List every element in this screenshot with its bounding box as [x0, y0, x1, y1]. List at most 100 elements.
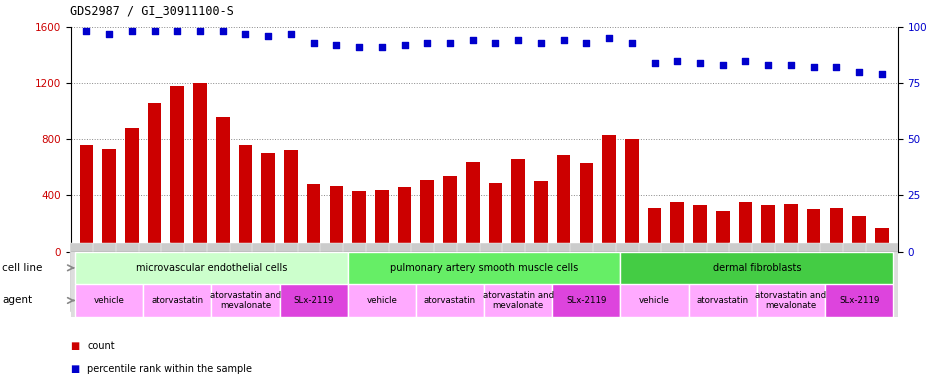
Bar [625, 139, 638, 252]
Bar [420, 180, 434, 252]
Point [443, 40, 458, 46]
Text: vehicle: vehicle [367, 296, 398, 305]
Bar [534, 181, 548, 252]
Point [602, 35, 617, 41]
Point [647, 60, 662, 66]
Text: GSM215338: GSM215338 [809, 254, 818, 300]
Point [420, 40, 435, 46]
Point [306, 40, 321, 46]
Point [374, 44, 389, 50]
Bar [279, 284, 348, 317]
Text: GSM215344: GSM215344 [196, 254, 205, 301]
Text: SLx-2119: SLx-2119 [293, 296, 334, 305]
Bar [75, 252, 348, 284]
Text: atorvastatin and
mevalonate: atorvastatin and mevalonate [210, 291, 281, 310]
Point [329, 42, 344, 48]
Bar [306, 184, 321, 252]
Bar [148, 103, 162, 252]
Bar [853, 217, 866, 252]
Text: GSM215326: GSM215326 [537, 254, 545, 300]
Point [669, 58, 684, 64]
Point [488, 40, 503, 46]
Point [215, 28, 230, 35]
Point [260, 33, 275, 39]
Bar [807, 209, 821, 252]
Text: GSM215330: GSM215330 [627, 254, 636, 301]
Bar [620, 284, 689, 317]
Text: GSM215295: GSM215295 [309, 254, 318, 300]
Point [693, 60, 708, 66]
Bar [443, 176, 457, 252]
Text: ■: ■ [70, 341, 80, 351]
Bar [348, 252, 620, 284]
Text: GSM215297: GSM215297 [354, 254, 364, 300]
Text: ■: ■ [70, 364, 80, 374]
Point [79, 28, 94, 35]
Text: GSM215339: GSM215339 [832, 254, 841, 301]
Bar [620, 252, 893, 284]
Point [510, 37, 525, 43]
Text: GSM215298: GSM215298 [377, 254, 386, 300]
Bar [553, 284, 620, 317]
Text: pulmonary artery smooth muscle cells: pulmonary artery smooth muscle cells [390, 263, 578, 273]
Text: GSM215327: GSM215327 [559, 254, 568, 300]
Point [533, 40, 548, 46]
Bar [125, 128, 139, 252]
Bar [415, 284, 484, 317]
Text: atorvastatin and
mevalonate: atorvastatin and mevalonate [756, 291, 826, 310]
Bar [212, 284, 279, 317]
Text: GSM215283: GSM215283 [218, 254, 227, 300]
Bar [716, 211, 729, 252]
Point [147, 28, 162, 35]
Bar [261, 153, 275, 252]
Text: GSM215332: GSM215332 [673, 254, 682, 300]
Bar [829, 208, 843, 252]
Bar [825, 284, 893, 317]
Bar [739, 202, 752, 252]
Point [352, 44, 367, 50]
Text: GSM215294: GSM215294 [287, 254, 295, 300]
Text: vehicle: vehicle [639, 296, 670, 305]
Point [715, 62, 730, 68]
Bar [216, 117, 229, 252]
Bar [648, 208, 662, 252]
Text: SLx-2119: SLx-2119 [566, 296, 606, 305]
Text: GSM215282: GSM215282 [173, 254, 181, 300]
Text: GSM215313: GSM215313 [468, 254, 478, 300]
Text: GSM215293: GSM215293 [264, 254, 273, 300]
Text: atorvastatin: atorvastatin [697, 296, 749, 305]
Bar [466, 162, 479, 252]
Bar [757, 284, 825, 317]
Point [170, 28, 185, 35]
Point [124, 28, 139, 35]
Text: vehicle: vehicle [94, 296, 125, 305]
Point [465, 37, 480, 43]
Text: GDS2987 / GI_30911100-S: GDS2987 / GI_30911100-S [70, 4, 234, 17]
Point [193, 28, 208, 35]
Bar [511, 159, 525, 252]
Text: atorvastatin: atorvastatin [424, 296, 476, 305]
Text: GSM215254: GSM215254 [150, 254, 159, 300]
Text: atorvastatin: atorvastatin [151, 296, 203, 305]
Text: agent: agent [2, 295, 32, 306]
Point [624, 40, 639, 46]
Point [874, 71, 889, 77]
Text: GSM215331: GSM215331 [650, 254, 659, 300]
Text: atorvastatin and
mevalonate: atorvastatin and mevalonate [482, 291, 554, 310]
Bar [102, 149, 116, 252]
Bar [75, 284, 143, 317]
Text: GSM215284: GSM215284 [241, 254, 250, 300]
Text: GSM215324: GSM215324 [491, 254, 500, 300]
Bar [556, 155, 571, 252]
Text: GSM215296: GSM215296 [332, 254, 341, 300]
Bar [489, 183, 502, 252]
Bar [398, 187, 412, 252]
Bar [875, 228, 888, 252]
Bar [352, 191, 366, 252]
Bar [670, 202, 684, 252]
Bar [348, 284, 415, 317]
Text: percentile rank within the sample: percentile rank within the sample [87, 364, 253, 374]
Text: GSM215328: GSM215328 [582, 254, 591, 300]
Text: GSM215329: GSM215329 [604, 254, 614, 300]
Text: GSM215336: GSM215336 [763, 254, 773, 301]
